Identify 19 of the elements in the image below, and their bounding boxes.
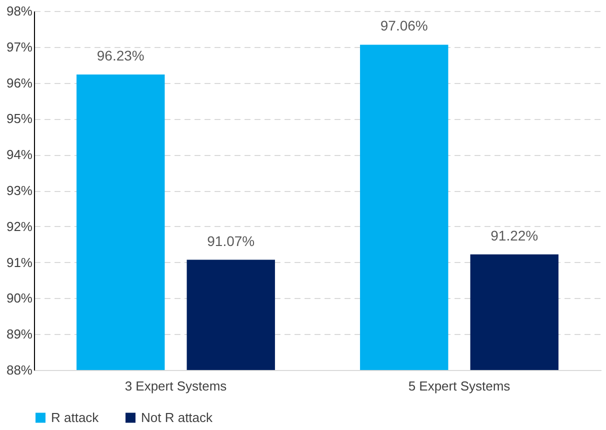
data-label: 97.06% [380,18,428,34]
legend-label: Not R attack [141,410,214,425]
y-tick-label: 94% [6,147,33,162]
y-tick-label: 89% [6,326,33,342]
y-tick-label: 91% [6,254,33,270]
y-tick-label: 88% [6,362,33,378]
y-tick-label: 90% [6,290,33,306]
legend-label: R attack [51,410,100,425]
data-label: 91.07% [207,232,255,249]
data-label: 91.22% [490,227,538,244]
y-tick-label: 95% [6,111,33,126]
y-tick-label: 96% [6,75,33,90]
data-label: 96.23% [96,48,144,64]
y-tick-label: 92% [6,218,33,234]
y-tick-label: 98% [6,4,33,18]
y-tick-label: 93% [6,183,33,198]
x-tick-label: 3 Expert Systems [124,378,228,394]
y-tick-label: 97% [6,39,33,54]
x-tick-label: 5 Expert Systems [408,378,511,394]
